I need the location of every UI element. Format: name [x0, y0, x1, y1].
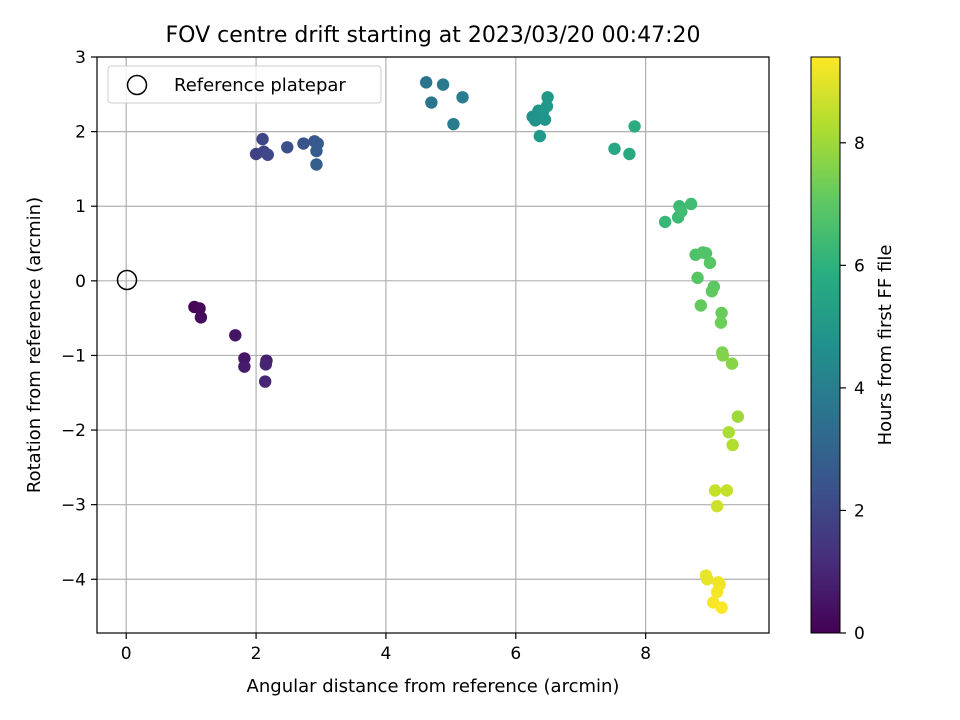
data-point: [529, 114, 542, 127]
data-point: [703, 256, 717, 270]
data-point: [256, 132, 269, 146]
data-point: [238, 360, 251, 373]
data-point: [436, 78, 450, 91]
data-point: [699, 247, 713, 260]
data-point: [715, 601, 728, 614]
colorbar-gradient: [810, 56, 841, 634]
data-point: [716, 349, 730, 362]
legend-label: Reference platepar: [174, 75, 346, 96]
data-point: [297, 137, 310, 150]
data-point: [710, 499, 724, 513]
data-point: [608, 142, 621, 155]
y-tick-label: 3: [75, 48, 86, 68]
data-point: [540, 100, 554, 113]
data-point: [259, 358, 273, 371]
y-axis-label: Rotation from reference (arcmin): [24, 197, 45, 493]
data-point: [701, 573, 714, 586]
y-axis-ticks: 3 2 1 0 −1 −2 −3 −4: [61, 48, 97, 590]
colorbar-ticks: 0 2 4 6 8: [840, 134, 865, 644]
data-point: [533, 129, 547, 143]
data-point: [541, 91, 554, 104]
data-point: [725, 357, 739, 370]
x-tick-label: 0: [121, 644, 132, 664]
data-point: [194, 311, 208, 324]
x-tick-label: 8: [640, 644, 651, 664]
colorbar-label: Hours from first FF file: [875, 245, 896, 446]
y-tick-label: −4: [61, 570, 86, 590]
data-point: [691, 271, 704, 285]
colorbar-tick-label: 0: [854, 624, 865, 644]
y-tick-label: −2: [61, 421, 86, 441]
data-point: [419, 76, 433, 89]
y-tick-label: 1: [75, 197, 86, 217]
colorbar-tick-label: 8: [854, 134, 865, 154]
data-point: [658, 215, 672, 229]
y-tick-label: 0: [75, 272, 86, 292]
data-point: [715, 306, 728, 320]
data-point: [714, 316, 728, 329]
x-tick-label: 2: [251, 644, 262, 664]
data-point: [708, 484, 722, 497]
data-point: [447, 117, 460, 131]
data-point: [628, 120, 641, 133]
data-point: [538, 113, 552, 126]
data-point: [623, 147, 636, 161]
x-axis-label: Angular distance from reference (arcmin): [247, 676, 620, 697]
data-points: [188, 76, 745, 614]
data-point: [710, 585, 724, 599]
chart-title: FOV centre drift starting at 2023/03/20 …: [166, 23, 701, 48]
data-point: [311, 137, 324, 150]
x-axis-ticks: 0 2 4 6 8: [121, 633, 651, 664]
data-point: [684, 197, 698, 211]
data-point: [726, 438, 739, 452]
colorbar: 0 2 4 6 8 Hours from first FF file: [810, 56, 896, 644]
data-point: [731, 410, 745, 423]
data-point: [229, 329, 242, 342]
legend: Reference platepar: [107, 65, 382, 104]
y-tick-label: −3: [61, 496, 86, 516]
x-tick-label: 4: [381, 644, 392, 664]
data-point: [722, 426, 735, 439]
y-tick-label: 2: [75, 123, 86, 143]
colorbar-tick-label: 4: [854, 379, 865, 399]
data-point: [705, 285, 719, 298]
data-point: [261, 148, 274, 161]
y-tick-label: −1: [61, 346, 86, 366]
x-tick-label: 6: [510, 644, 521, 664]
data-point: [258, 375, 272, 388]
plot-frame: [96, 56, 770, 634]
data-point: [310, 158, 323, 171]
colorbar-tick-label: 2: [854, 501, 865, 521]
colorbar-tick-label: 6: [854, 256, 865, 276]
data-point: [720, 484, 733, 497]
legend-box: [107, 65, 382, 104]
data-point: [425, 96, 438, 109]
grid-lines: [97, 56, 769, 633]
data-point: [281, 141, 294, 154]
reference-marker: [116, 269, 138, 291]
data-point: [694, 299, 708, 312]
data-point: [675, 205, 688, 218]
data-point: [456, 91, 469, 104]
legend-reference-marker: [126, 74, 148, 96]
